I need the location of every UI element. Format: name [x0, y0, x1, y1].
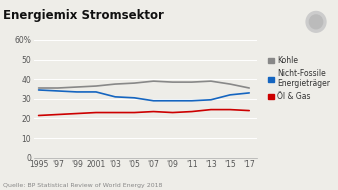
- Text: Energiemix Stromsektor: Energiemix Stromsektor: [3, 10, 164, 22]
- Legend: Kohle, Nicht-Fossile
Energieträger, Öl & Gas: Kohle, Nicht-Fossile Energieträger, Öl &…: [265, 53, 334, 104]
- Text: Quelle: BP Statistical Review of World Energy 2018: Quelle: BP Statistical Review of World E…: [3, 183, 163, 188]
- Circle shape: [309, 15, 323, 29]
- Circle shape: [306, 11, 326, 32]
